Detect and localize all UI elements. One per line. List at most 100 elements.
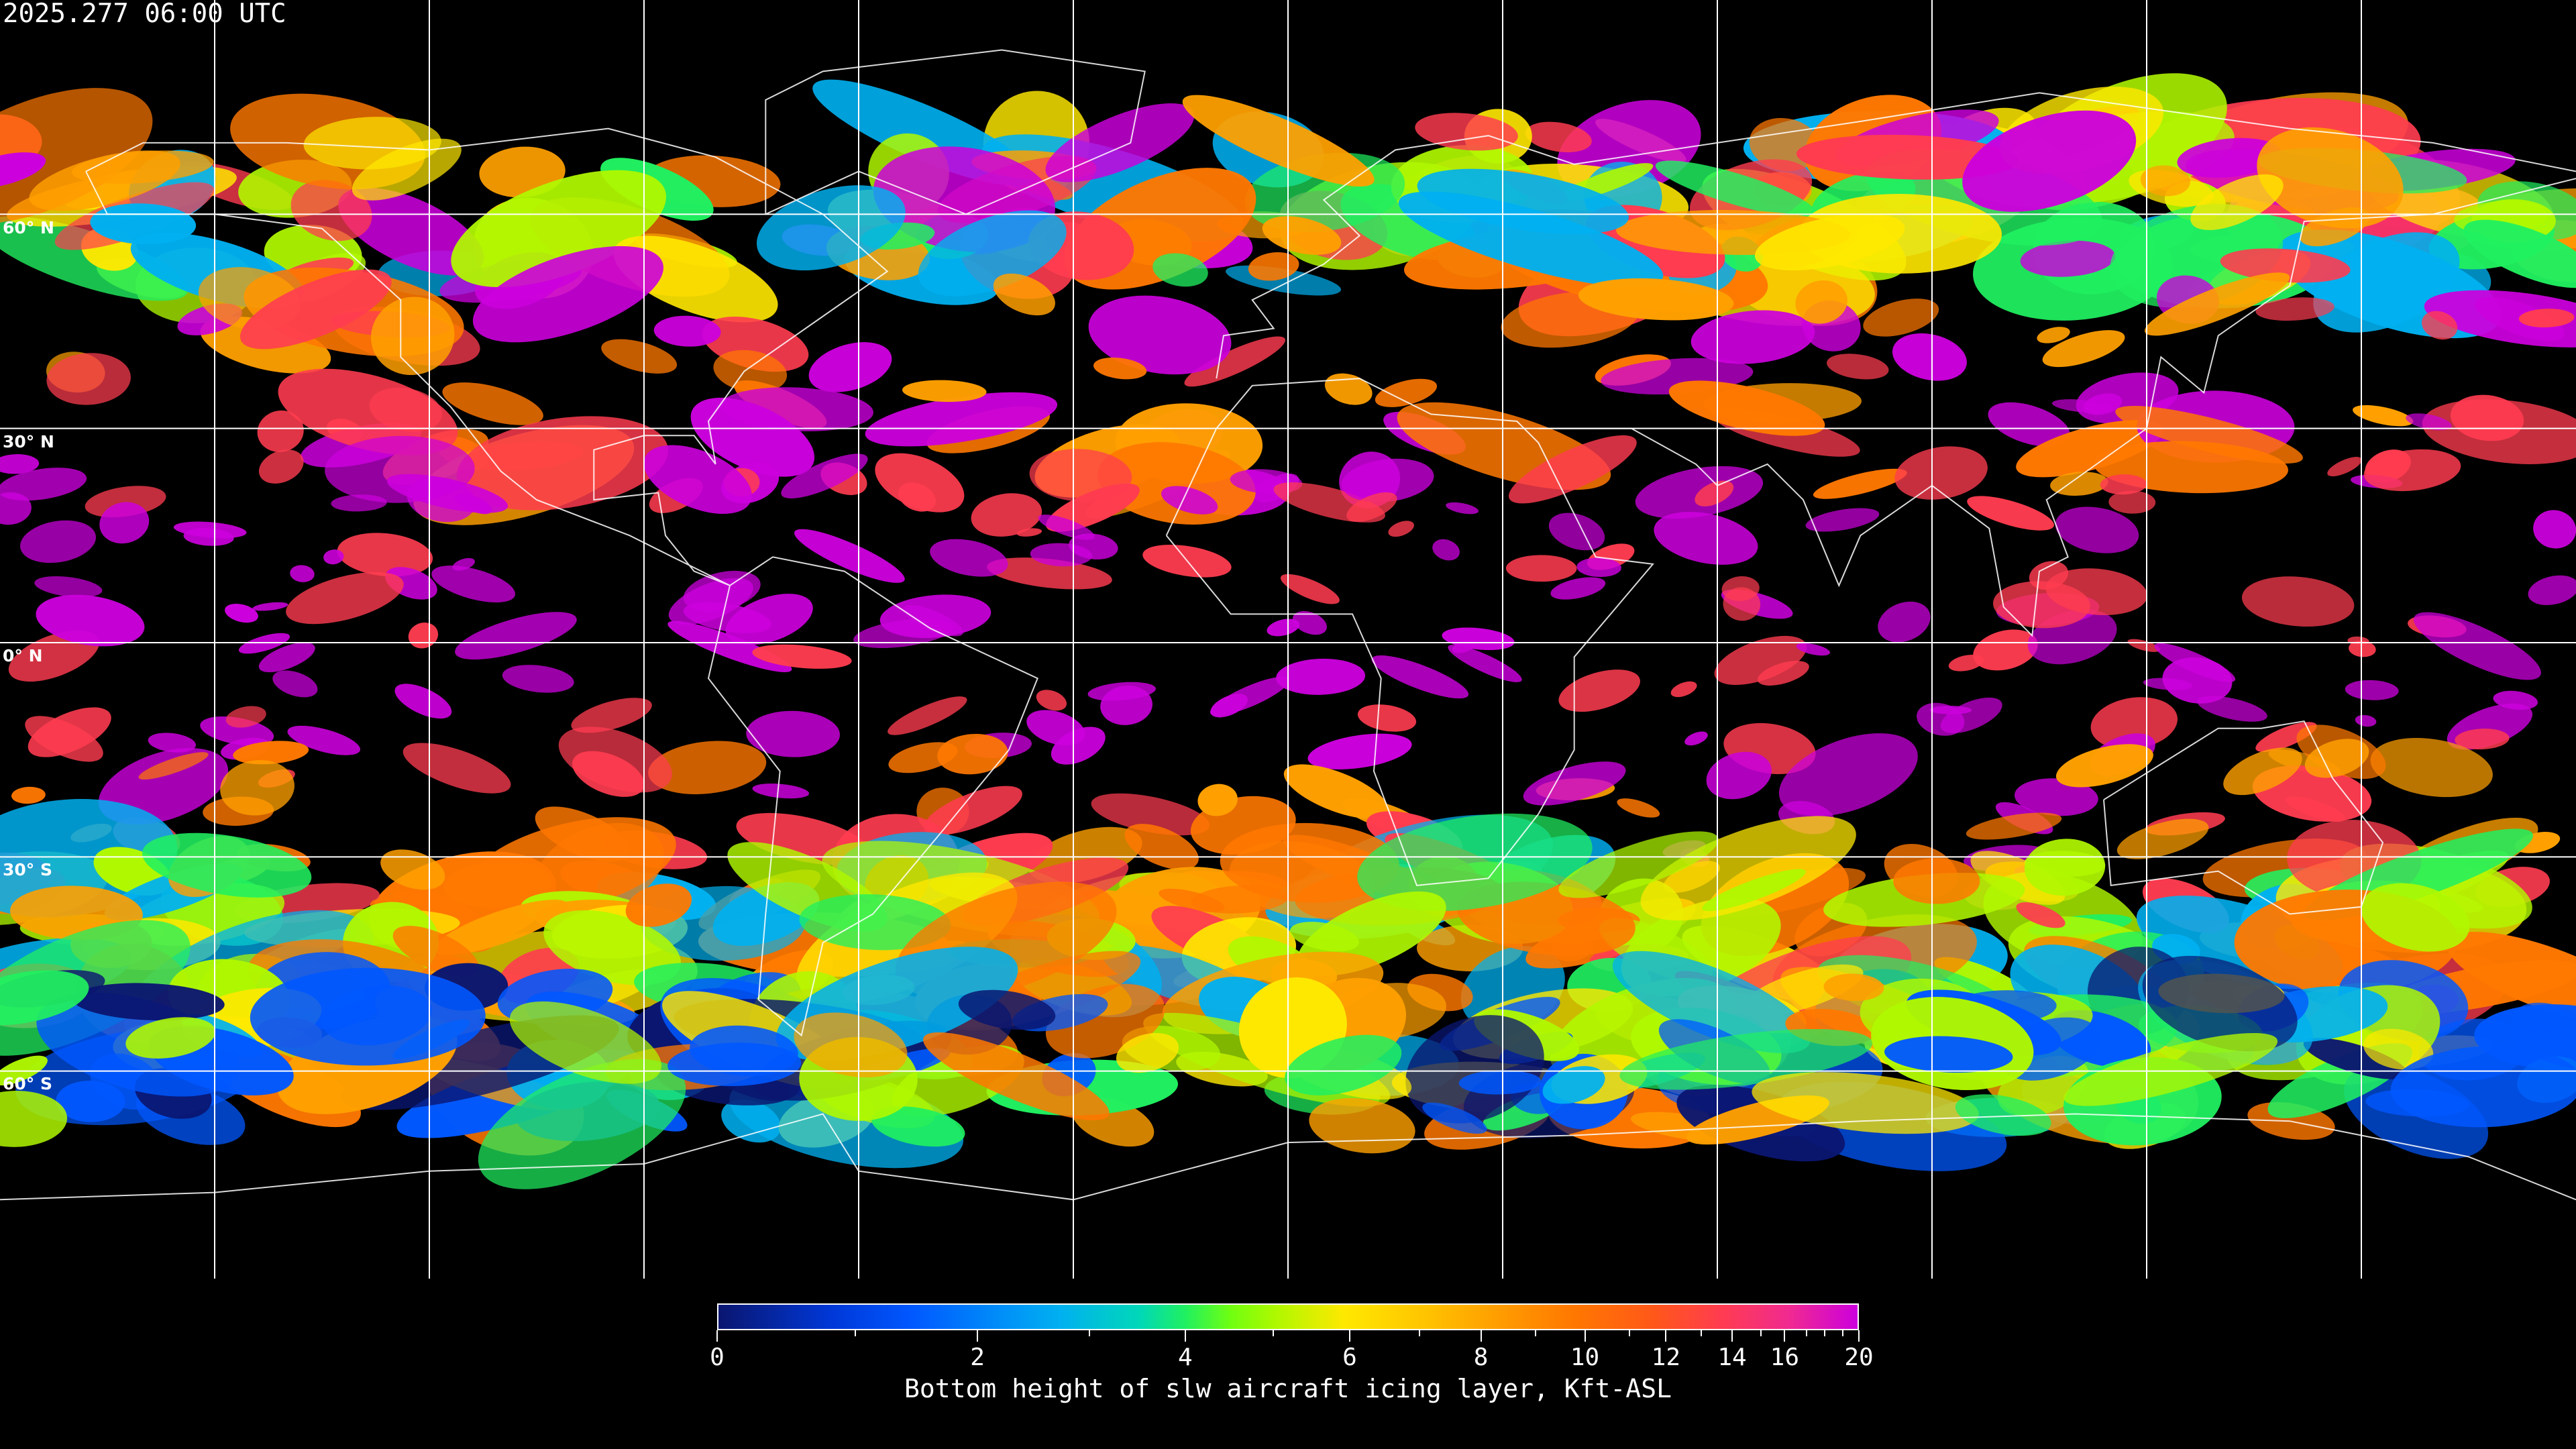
cloud-patch <box>1878 601 1931 643</box>
cloud-patch <box>2042 330 2125 368</box>
cloud-patch <box>1988 402 2070 447</box>
cloud-patch <box>1357 813 1593 911</box>
colorbar-minor-tick <box>1628 1330 1630 1336</box>
colorbar-tick-label: 2 <box>970 1344 985 1371</box>
cloud-patch <box>46 353 131 405</box>
cloud-patch <box>1285 1034 1402 1095</box>
cloud-patch <box>2037 327 2070 343</box>
cloud-patch <box>1823 973 1884 1002</box>
cloud-patch <box>930 539 1008 577</box>
cloud-patch <box>1341 458 1434 502</box>
cloud-patch <box>2055 744 2153 788</box>
cloud-patch <box>2016 902 2065 928</box>
coastline <box>707 556 1038 1037</box>
cloud-patch <box>352 138 462 201</box>
cloud-patch <box>1116 1032 1179 1073</box>
cloud-patch <box>1690 310 1815 364</box>
cloud-patch <box>98 748 229 825</box>
cloud-patch <box>34 576 103 598</box>
cloud-patch <box>11 786 46 804</box>
cloud-patch <box>502 665 574 693</box>
cloud-patch <box>958 989 1056 1030</box>
cloud-patch <box>1619 1028 1873 1090</box>
cloud-patch <box>1654 511 1758 565</box>
colorbar-tick-label: 8 <box>1473 1344 1489 1371</box>
cloud-patch <box>1917 702 1965 736</box>
cloud-patch <box>1248 252 1299 281</box>
cloud-patch <box>99 502 150 544</box>
cloud-patch <box>1375 378 1438 407</box>
cloud-patch <box>478 1059 686 1189</box>
cloud-patch <box>1827 354 1889 380</box>
cloud-patch <box>1124 824 1199 870</box>
cloud-patch <box>571 698 652 733</box>
cloud-patch <box>1220 822 1399 903</box>
icing-data-layer <box>0 73 2576 1189</box>
cloud-patch <box>2051 399 2112 413</box>
cloud-patch <box>1280 574 1340 604</box>
icing-map <box>0 0 2576 1279</box>
cloud-patch <box>1357 704 1417 732</box>
lat-label-60n: 60° N <box>3 218 54 237</box>
cloud-patch <box>1578 278 1734 321</box>
cloud-patch <box>452 557 475 571</box>
coastline <box>765 49 1146 215</box>
cloud-patch <box>781 453 868 498</box>
cloud-patch <box>2313 232 2460 333</box>
cloud-patch <box>1346 492 1397 522</box>
cloud-patch <box>2241 576 2355 627</box>
cloud-patch <box>1706 751 1772 800</box>
cloud-patch <box>799 894 951 951</box>
cloud-patch <box>1030 543 1093 567</box>
cloud-patch <box>2363 1028 2434 1070</box>
cloud-patch <box>1276 658 1366 695</box>
cloud-patch <box>1161 486 1218 515</box>
cloud-patch <box>2115 406 2303 464</box>
cloud-patch <box>2450 394 2524 441</box>
cloud-patch <box>1505 555 1577 582</box>
cloud-patch <box>2144 272 2290 336</box>
cloud-patch <box>2304 739 2369 778</box>
colorbar-major-tick <box>1584 1330 1586 1342</box>
colorbar-major-tick <box>1731 1330 1733 1342</box>
cloud-patch <box>370 297 455 376</box>
colorbar-tick-label: 10 <box>1570 1344 1600 1371</box>
colorbar-major-tick <box>1858 1330 1860 1342</box>
cloud-patch <box>971 493 1042 537</box>
cloud-patch <box>36 594 145 647</box>
cloud-patch <box>2370 738 2493 798</box>
cloud-patch <box>2050 472 2108 496</box>
cloud-patch <box>1548 513 1605 551</box>
cloud-patch <box>451 170 666 288</box>
cloud-patch <box>1796 643 1830 656</box>
colorbar-major-tick <box>1184 1330 1186 1342</box>
cloud-patch <box>2063 1032 2278 1106</box>
colorbar-tick-label: 14 <box>1717 1344 1747 1371</box>
cloud-patch <box>1778 733 1918 816</box>
cloud-patch <box>1796 134 2019 180</box>
lat-label-30s: 30° S <box>3 860 52 879</box>
cloud-patch <box>2055 506 2139 553</box>
cloud-patch <box>1612 951 1811 1054</box>
cloud-patch <box>433 900 568 955</box>
cloud-patch <box>369 387 442 432</box>
cloud-patch <box>1723 587 1761 621</box>
colorbar-tick-label: 0 <box>710 1344 724 1371</box>
coastline <box>1165 378 1654 886</box>
cloud-patch <box>1088 295 1232 375</box>
cloud-patch <box>239 269 392 350</box>
cloud-patch <box>987 557 1112 590</box>
cloud-patch <box>794 529 905 583</box>
colorbar-minor-tick <box>1418 1330 1420 1336</box>
cloud-patch <box>472 246 663 343</box>
cloud-patch <box>1045 103 1195 182</box>
cloud-patch <box>1210 676 1290 716</box>
cloud-patch <box>1448 645 1522 682</box>
cloud-patch <box>252 602 288 611</box>
coastline <box>0 1113 2576 1201</box>
coastlines <box>0 49 2576 1201</box>
colorbar-minor-tick <box>1701 1330 1703 1336</box>
cloud-patch <box>2140 165 2190 197</box>
colorbar-tick-label: 4 <box>1177 1344 1193 1371</box>
cloud-patch <box>303 117 441 170</box>
